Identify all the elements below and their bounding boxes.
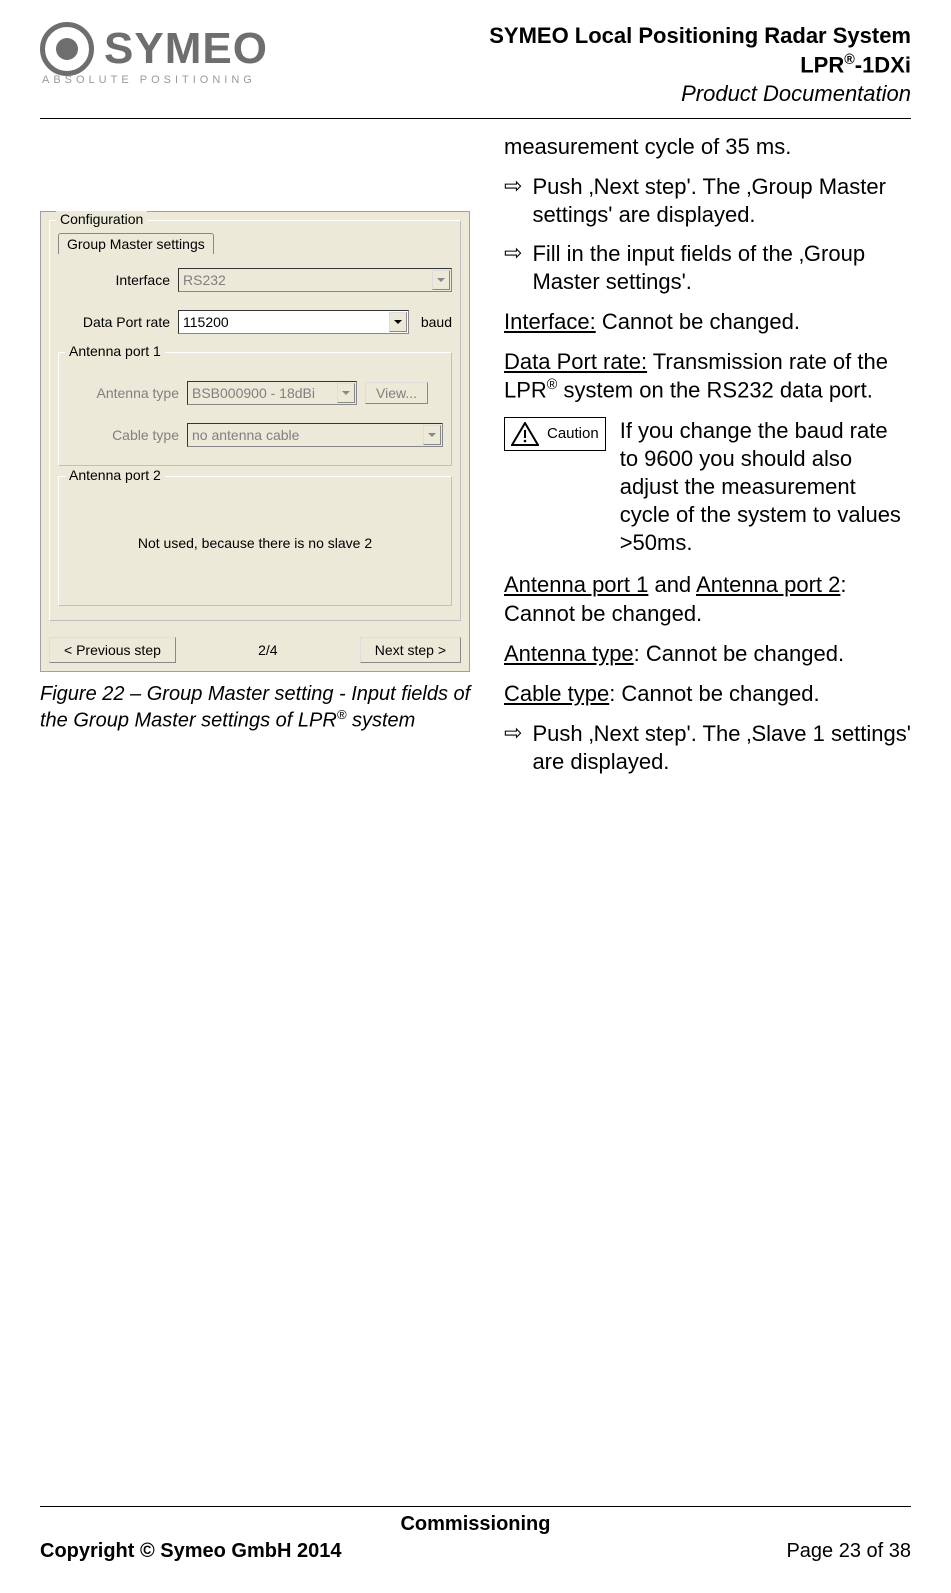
previous-step-button[interactable]: < Previous step <box>49 637 176 663</box>
step-item: ⇨ Fill in the input fields of the ‚Group… <box>504 240 911 296</box>
title-l2-prefix: LPR <box>800 52 844 77</box>
header-rule <box>40 118 911 119</box>
chevron-down-icon <box>337 383 355 403</box>
dataport-value: 115200 <box>183 314 229 330</box>
step-item: ⇨ Push ‚Next step'. The ‚Group Master se… <box>504 173 911 229</box>
doc-title: SYMEO Local Positioning Radar System LPR… <box>489 22 911 108</box>
logo-text: SYMEO <box>104 24 268 74</box>
ant-port-label2: Antenna port 2 <box>696 572 840 597</box>
chevron-down-icon[interactable] <box>432 270 450 290</box>
ap1-legend: Antenna port 1 <box>65 343 165 359</box>
cable-type-note: Cable type: Cannot be changed. <box>504 680 911 708</box>
logo: SYMEO ABSOLUTE POSITIONING <box>40 22 268 86</box>
step-indicator: 2/4 <box>258 642 277 658</box>
screenshot-panel: Configuration Group Master settings Inte… <box>40 211 470 672</box>
cable-type-label: Cable type <box>67 427 179 443</box>
cable-type-combobox: no antenna cable <box>187 423 443 447</box>
tab-group-master[interactable]: Group Master settings <box>58 233 214 254</box>
cable-note-label: Cable type <box>504 681 609 706</box>
antenna-port-1-group: Antenna port 1 Antenna type BSB000900 - … <box>58 352 452 466</box>
ant-port-label1: Antenna port 1 <box>504 572 648 597</box>
antenna-type-note: Antenna type: Cannot be changed. <box>504 640 911 668</box>
doc-title-line2: LPR®-1DXi <box>489 51 911 80</box>
step-text: Fill in the input fields of the ‚Group M… <box>532 240 911 296</box>
interface-note-text: Cannot be changed. <box>596 309 800 334</box>
caution-block: Caution If you change the baud rate to 9… <box>504 417 911 558</box>
dataport-note-label: Data Port rate: <box>504 349 647 374</box>
tab-row: Group Master settings <box>58 233 452 254</box>
caution-icon <box>511 422 539 446</box>
dataport-note: Data Port rate: Transmission rate of the… <box>504 348 911 405</box>
antenna-type-combobox: BSB000900 - 18dBi <box>187 381 357 405</box>
doc-title-line3: Product Documentation <box>489 80 911 109</box>
arrow-icon: ⇨ <box>504 240 522 296</box>
footer-rule <box>40 1506 911 1507</box>
title-l2-sup: ® <box>844 52 855 68</box>
interface-note: Interface: Cannot be changed. <box>504 308 911 336</box>
step-text: Push ‚Next step'. The ‚Group Master sett… <box>532 173 911 229</box>
chevron-down-icon <box>423 425 441 445</box>
ant-port-mid: and <box>648 572 696 597</box>
interface-value: RS232 <box>183 272 226 288</box>
cable-type-value: no antenna cable <box>192 427 299 443</box>
logo-tagline: ABSOLUTE POSITIONING <box>42 74 256 86</box>
doc-title-line1: SYMEO Local Positioning Radar System <box>489 22 911 51</box>
arrow-icon: ⇨ <box>504 720 522 776</box>
footer-copyright: Copyright © Symeo GmbH 2014 <box>40 1540 341 1563</box>
caution-label: Caution <box>547 424 599 443</box>
step-text: Push ‚Next step'. The ‚Slave 1 settings'… <box>532 720 911 776</box>
antenna-type-label: Antenna type <box>67 385 179 401</box>
caution-badge: Caution <box>504 417 606 451</box>
caution-text: If you change the baud rate to 9600 you … <box>620 417 911 558</box>
footer-section: Commissioning <box>40 1513 911 1536</box>
ant-type-note-text: : Cannot be changed. <box>634 641 844 666</box>
ant-type-note-label: Antenna type <box>504 641 634 666</box>
figure-caption: Figure 22 – Group Master setting - Input… <box>40 682 480 734</box>
interface-combobox[interactable]: RS232 <box>178 268 452 292</box>
antenna-port-note: Antenna port 1 and Antenna port 2: Canno… <box>504 571 911 627</box>
dataport-combobox[interactable]: 115200 <box>178 310 409 334</box>
chevron-down-icon[interactable] <box>389 312 407 332</box>
interface-note-label: Interface: <box>504 309 596 334</box>
dataport-note-text-post: system on the RS232 data port. <box>557 378 873 403</box>
ap2-legend: Antenna port 2 <box>65 467 165 483</box>
caption-sup: ® <box>337 707 347 722</box>
cable-note-text: : Cannot be changed. <box>609 681 819 706</box>
config-groupbox: Configuration Group Master settings Inte… <box>49 220 461 621</box>
step-item: ⇨ Push ‚Next step'. The ‚Slave 1 setting… <box>504 720 911 776</box>
antenna-port-2-group: Antenna port 2 Not used, because there i… <box>58 476 452 606</box>
title-l2-suffix: -1DXi <box>855 52 911 77</box>
arrow-icon: ⇨ <box>504 173 522 229</box>
footer-page: Page 23 of 38 <box>786 1540 911 1563</box>
config-legend: Configuration <box>56 211 147 227</box>
logo-icon <box>40 22 94 76</box>
page-footer: Commissioning Copyright © Symeo GmbH 201… <box>40 1506 911 1563</box>
ap2-text: Not used, because there is no slave 2 <box>67 495 443 591</box>
text-column: measurement cycle of 35 ms. ⇨ Push ‚Next… <box>504 133 911 788</box>
interface-label: Interface <box>58 272 170 288</box>
view-button: View... <box>365 382 428 404</box>
page-header: SYMEO ABSOLUTE POSITIONING SYMEO Local P… <box>40 22 911 108</box>
dataport-note-sup: ® <box>547 377 558 393</box>
antenna-type-value: BSB000900 - 18dBi <box>192 385 315 401</box>
nav-row: < Previous step 2/4 Next step > <box>41 629 469 671</box>
p-measurement-cycle: measurement cycle of 35 ms. <box>504 133 911 161</box>
dataport-unit: baud <box>421 314 452 330</box>
dataport-label: Data Port rate <box>58 314 170 330</box>
caption-suffix: system <box>346 710 415 732</box>
next-step-button[interactable]: Next step > <box>360 637 461 663</box>
